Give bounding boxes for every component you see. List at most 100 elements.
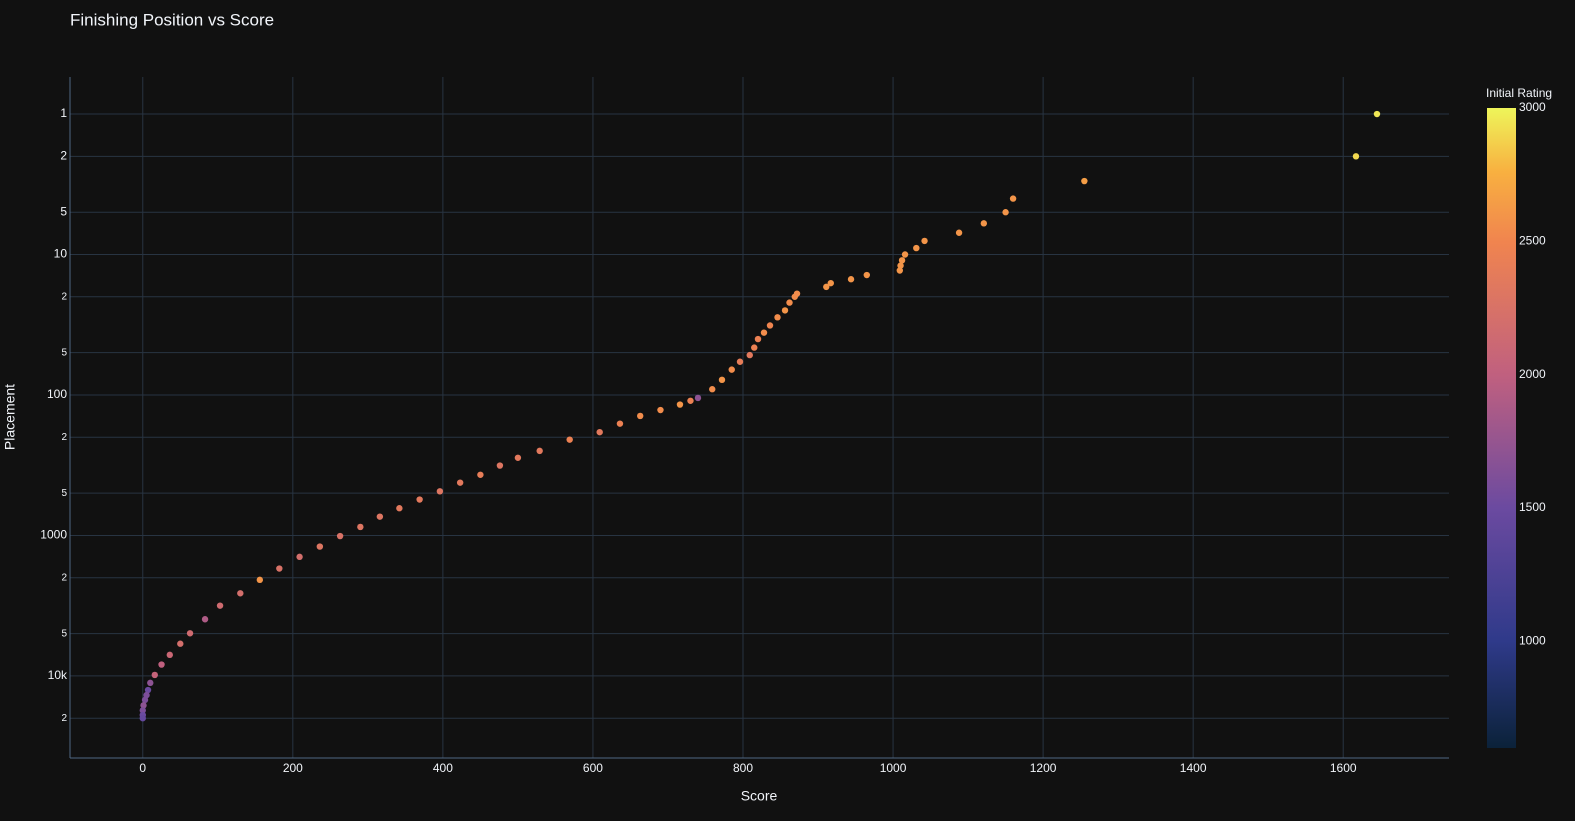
point: [147, 679, 154, 687]
point: [766, 322, 774, 329]
point: [276, 565, 283, 572]
x-tick-label: 1000: [880, 761, 907, 775]
point: [718, 376, 726, 384]
x-tick-label: 400: [433, 761, 453, 775]
point: [751, 344, 758, 351]
y-tick-label: 1000: [40, 528, 67, 542]
point: [144, 686, 152, 694]
point: [898, 257, 906, 264]
y-tick-label: 5: [61, 488, 67, 499]
x-tick-label: 1600: [1330, 761, 1357, 775]
point: [596, 428, 603, 436]
x-tick-label: 800: [733, 761, 753, 775]
point: [736, 358, 744, 365]
x-tick-label: 0: [139, 761, 146, 775]
point: [760, 329, 768, 336]
point: [847, 276, 855, 283]
point: [141, 696, 149, 704]
y-tick-label: 2: [61, 432, 67, 443]
point: [746, 351, 753, 359]
point: [477, 471, 484, 478]
point: [786, 299, 793, 306]
point: [186, 630, 194, 637]
point: [566, 436, 573, 443]
point: [536, 447, 543, 455]
y-tick-label: 2: [61, 291, 67, 302]
y-tick-label: 2: [61, 713, 67, 724]
colorbar-title: Initial Rating: [1486, 86, 1552, 100]
point: [1352, 153, 1360, 160]
point: [139, 715, 146, 722]
y-axis-title: Placement: [2, 384, 18, 450]
point: [336, 532, 344, 540]
point: [791, 293, 798, 300]
point: [514, 454, 522, 461]
x-tick-label: 1200: [1030, 761, 1057, 775]
point: [921, 237, 928, 245]
point: [296, 553, 303, 561]
y-tick-label: 5: [61, 628, 67, 639]
point: [774, 314, 781, 321]
point: [376, 513, 384, 520]
point: [896, 267, 904, 274]
point: [201, 616, 209, 623]
point: [694, 394, 702, 402]
y-tick-label: 10: [54, 247, 68, 261]
point: [754, 335, 762, 343]
x-tick-label: 600: [583, 761, 603, 775]
y-tick-label: 100: [47, 387, 67, 401]
point: [456, 479, 464, 486]
point: [357, 523, 364, 531]
point: [436, 488, 444, 495]
point: [709, 386, 716, 393]
point: [980, 220, 988, 227]
colorbar-tick-label: 1000: [1519, 634, 1546, 648]
point: [316, 543, 324, 550]
y-tick-label: 2: [60, 148, 67, 162]
point: [1081, 177, 1088, 185]
colorbar-tick-label: 1500: [1519, 500, 1546, 514]
y-tick-label: 2: [61, 572, 67, 583]
point: [823, 283, 830, 291]
point: [151, 671, 158, 679]
point: [1373, 110, 1381, 118]
y-tick-label: 5: [61, 347, 67, 358]
point: [396, 505, 403, 512]
point: [687, 397, 694, 404]
point: [1009, 195, 1017, 202]
point: [913, 244, 920, 252]
point: [637, 412, 644, 420]
x-tick-label: 1400: [1180, 761, 1207, 775]
point: [158, 661, 165, 668]
point: [901, 251, 909, 258]
point: [955, 229, 963, 236]
point: [657, 406, 664, 414]
point: [496, 462, 504, 469]
chart-title: Finishing Position vs Score: [70, 10, 274, 29]
point: [897, 262, 904, 269]
point: [781, 307, 789, 314]
point: [177, 640, 184, 647]
colorbar-tick-label: 2000: [1519, 367, 1546, 381]
point: [416, 496, 423, 503]
point: [827, 279, 834, 287]
point: [616, 420, 624, 427]
colorbar: [1487, 108, 1516, 748]
point: [256, 576, 264, 584]
y-tick-label: 5: [60, 204, 67, 218]
point: [676, 401, 684, 408]
x-tick-label: 200: [283, 761, 303, 775]
colorbar-tick-label: 2500: [1519, 234, 1546, 248]
y-tick-label: 10k: [48, 668, 68, 682]
point: [140, 702, 147, 709]
colorbar-tick-label: 3000: [1519, 100, 1546, 114]
point: [139, 707, 146, 714]
x-axis-title: Score: [741, 788, 778, 804]
point: [728, 366, 735, 373]
point: [166, 651, 173, 659]
point: [237, 590, 244, 597]
point: [863, 271, 870, 279]
y-tick-label: 1: [60, 106, 67, 120]
point: [1002, 209, 1009, 216]
